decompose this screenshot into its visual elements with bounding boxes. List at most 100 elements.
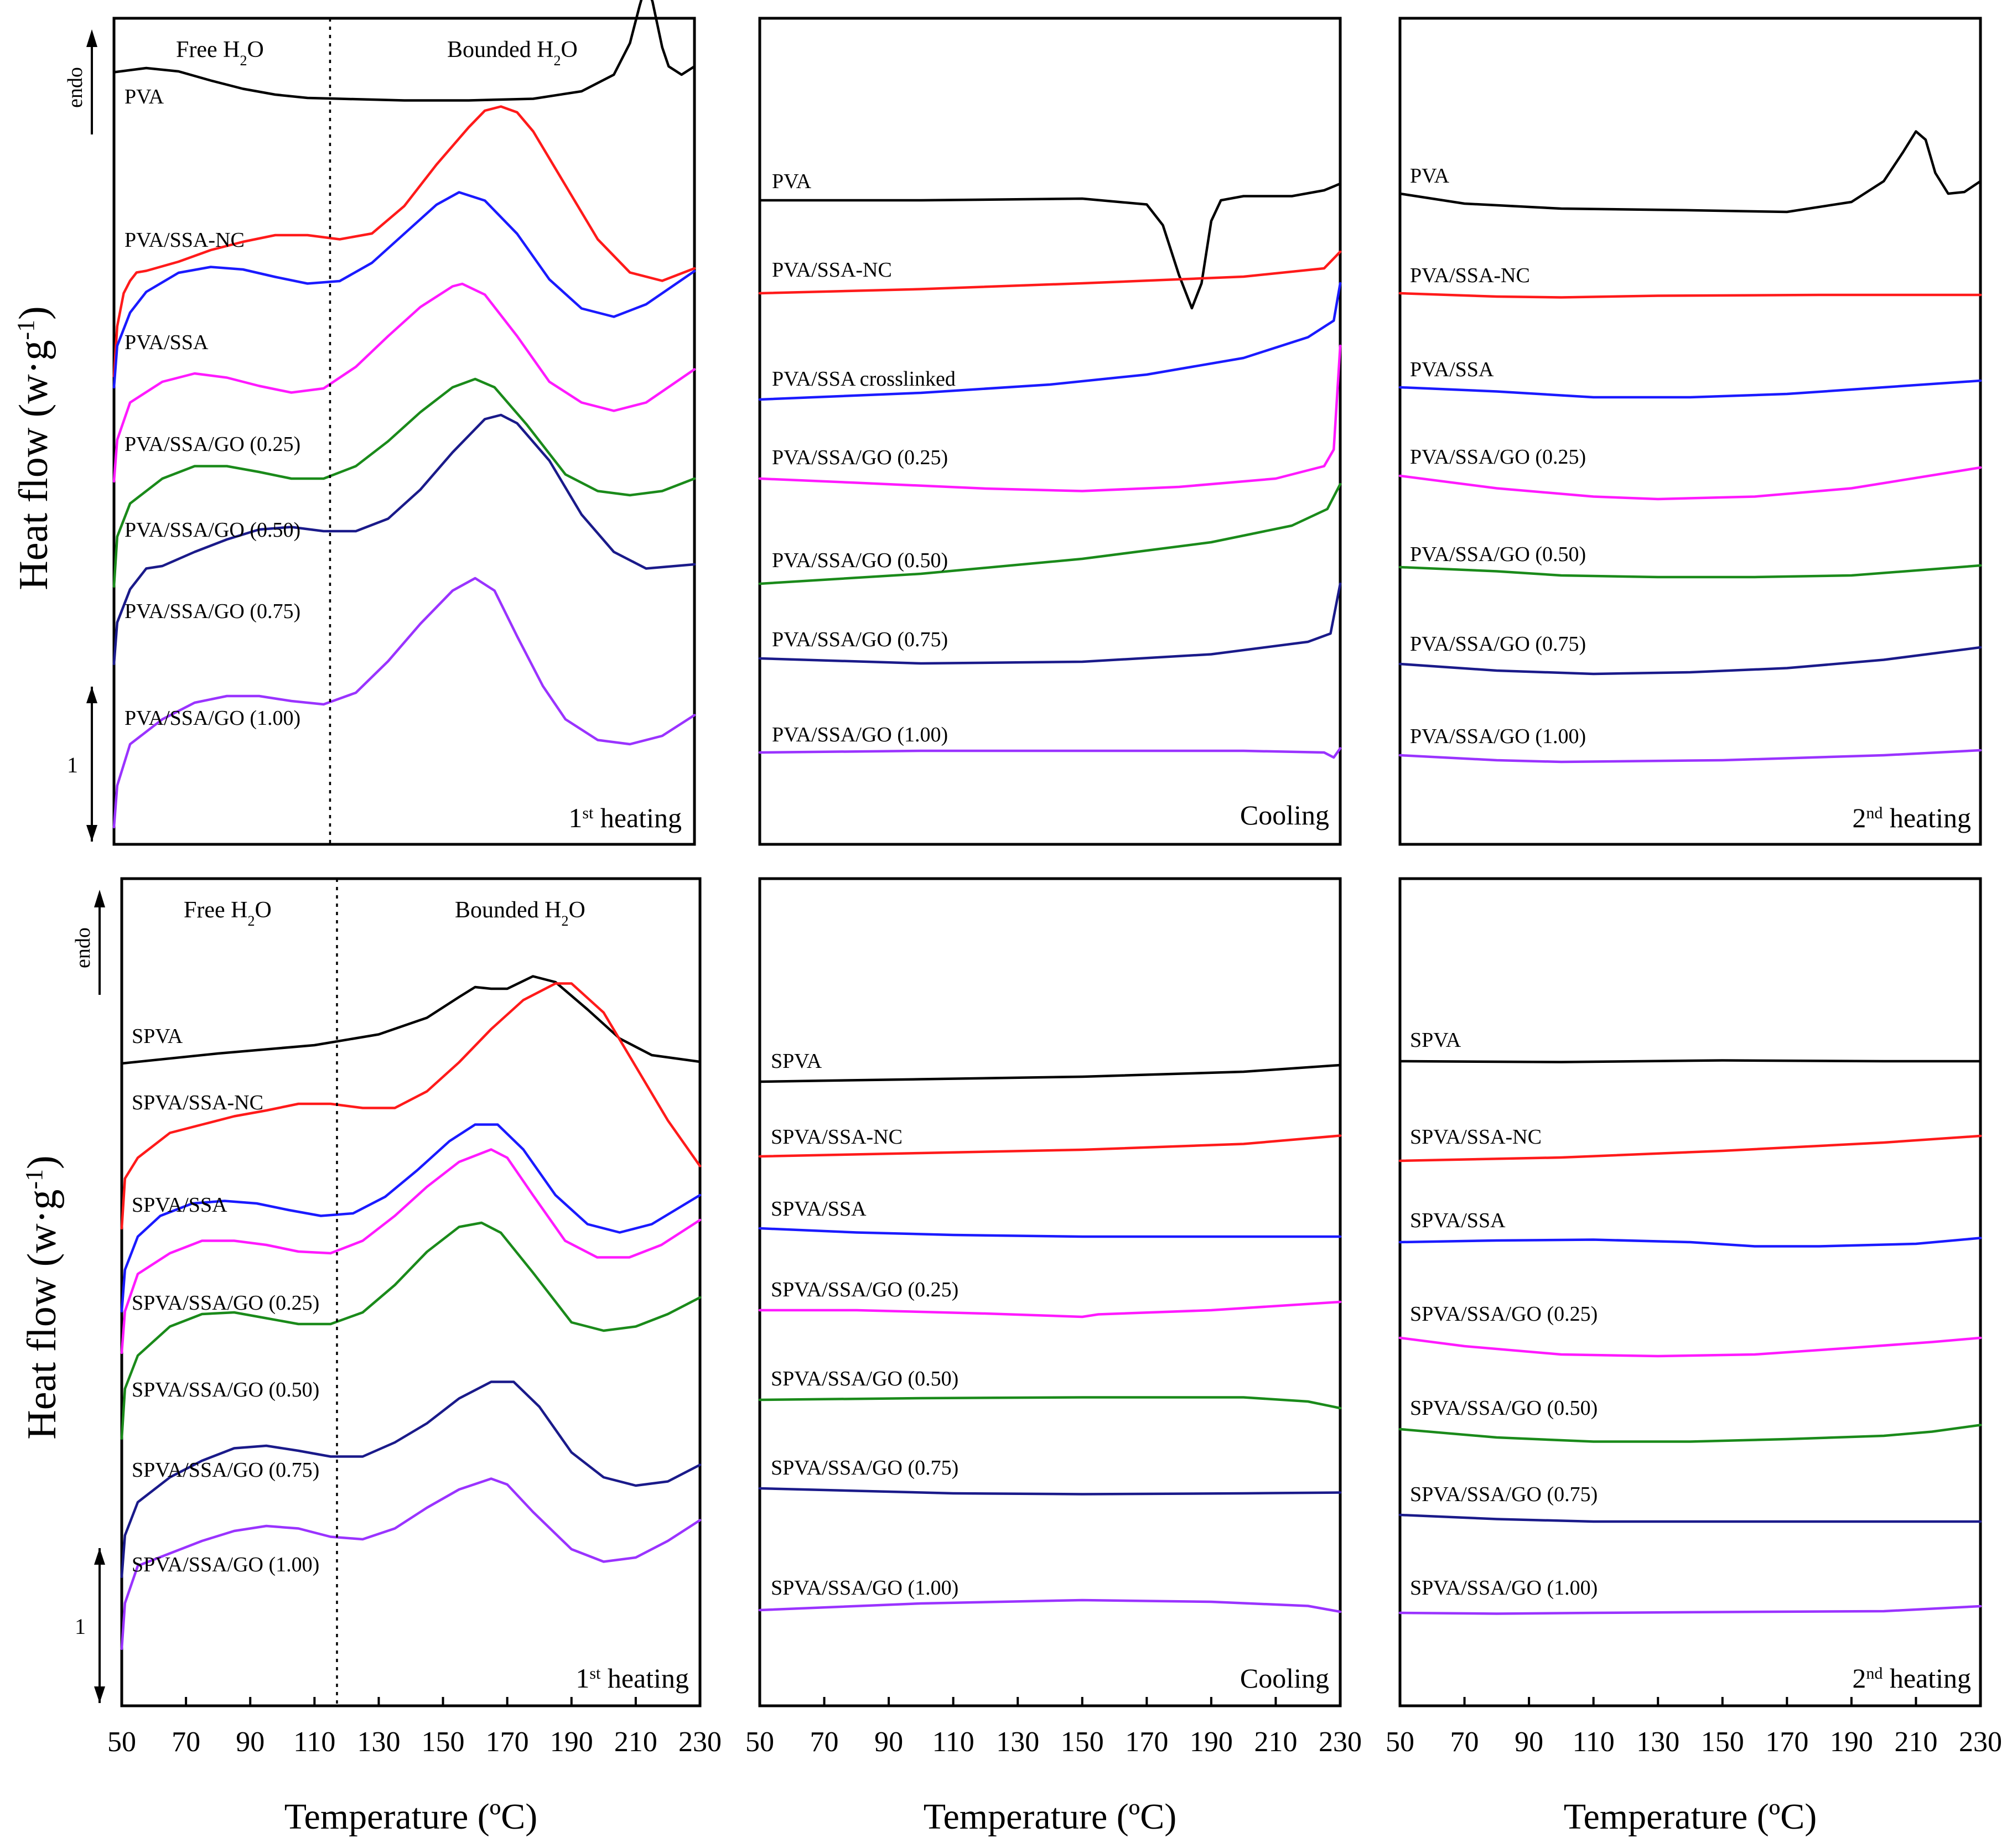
series-line: [758, 747, 1342, 759]
panel-6: SPVA SPVA/SSA-NC SPVA/SSA SPVA/SSA/GO (0.25…: [1386, 877, 2002, 1837]
series-line: [758, 1487, 1342, 1496]
series-line: [758, 1063, 1342, 1083]
series-label: SPVA/SSA/GO (0.25): [132, 1291, 319, 1315]
series-line: [112, 413, 696, 666]
condition-label: Cooling: [1240, 1663, 1329, 1694]
series-line: [1398, 564, 1982, 579]
condition-label: 1st heating: [568, 802, 682, 833]
series-line: [758, 582, 1342, 665]
x-tick-label: 150: [422, 1726, 465, 1758]
series-line: [1398, 1605, 1982, 1615]
series-line: [758, 282, 1342, 401]
series-line: [758, 344, 1342, 492]
series-line: [1398, 379, 1982, 399]
x-tick-label: 50: [1386, 1726, 1414, 1758]
x-tick-label: 90: [874, 1726, 903, 1758]
series-label: SPVA/SSA: [1410, 1209, 1506, 1232]
x-tick-label: 190: [1830, 1726, 1873, 1758]
plot-frame: [1398, 17, 1982, 846]
x-tick-label: 210: [614, 1726, 657, 1758]
series-label: SPVA/SSA: [771, 1197, 867, 1221]
x-tick-label: 110: [1573, 1726, 1615, 1758]
condition-label: 2nd heating: [1852, 1663, 1971, 1694]
condition-label: 1st heating: [575, 1663, 689, 1694]
x-tick-label: 110: [932, 1726, 974, 1758]
plot-frame: [758, 17, 1342, 846]
series-label: PVA/SSA/GO (0.25): [1410, 445, 1586, 469]
series-line: [1398, 1134, 1982, 1162]
series-line: [758, 1598, 1342, 1613]
series-label: SPVA/SSA/GO (0.25): [771, 1278, 958, 1301]
series-line: [758, 1396, 1342, 1410]
series-label: SPVA/SSA/GO (1.00): [1410, 1576, 1598, 1600]
series-label: PVA: [772, 170, 812, 193]
series-label: SPVA/SSA-NC: [132, 1091, 263, 1114]
series-label: SPVA/SSA/GO (0.25): [1410, 1302, 1598, 1326]
panel-5: SPVA SPVA/SSA-NC SPVA/SSA SPVA/SSA/GO (0.25…: [745, 877, 1362, 1837]
series-label: PVA/SSA/GO (1.00): [772, 723, 948, 746]
series-label: SPVA/SSA/GO (0.50): [771, 1367, 958, 1390]
x-tick-label: 210: [1254, 1726, 1297, 1758]
series-line: [120, 1380, 702, 1579]
endo-arrow-head: [94, 890, 105, 907]
series-label: PVA/SSA/GO (0.75): [772, 628, 948, 651]
series-line: [758, 1134, 1342, 1158]
condition-label: 2nd heating: [1852, 802, 1971, 833]
series-line: [112, 577, 696, 829]
panel-2: PVA PVA/SSA-NC PVA/SSA crosslinked PVA/SSA/…: [758, 17, 1342, 846]
series-label: PVA/SSA-NC: [125, 229, 245, 252]
series-line: [1398, 749, 1982, 764]
series-label: SPVA/SSA/GO (0.75): [771, 1456, 958, 1480]
endo-arrow-head: [86, 29, 97, 47]
series-label: PVA/SSA/GO (0.50): [1410, 543, 1586, 566]
x-tick-label: 130: [357, 1726, 400, 1758]
series-label: PVA/SSA/GO (0.75): [1410, 632, 1586, 656]
bounded-water-label: Bounded H2O: [455, 897, 585, 929]
scale-bar-head-down: [94, 1686, 105, 1703]
panel-4: SPVA SPVA/SSA-NC SPVA/SSA SPVA/SSA/GO (0.25…: [71, 877, 722, 1837]
x-axis-title: Temperature (ºC): [1564, 1797, 1817, 1837]
series-label: SPVA/SSA-NC: [771, 1125, 903, 1149]
bounded-water-label: Bounded H2O: [447, 37, 578, 69]
series-label: SPVA/SSA/GO (1.00): [132, 1553, 319, 1576]
series-label: SPVA/SSA-NC: [1410, 1125, 1542, 1149]
x-tick-label: 230: [1319, 1726, 1362, 1758]
x-tick-label: 90: [236, 1726, 265, 1758]
x-tick-label: 110: [293, 1726, 335, 1758]
x-tick-label: 170: [1125, 1726, 1168, 1758]
x-tick-label: 130: [996, 1726, 1039, 1758]
series-label: SPVA: [132, 1025, 183, 1048]
y-axis-title: Heat flow (w·g-1): [19, 1155, 65, 1439]
series-line: [1398, 292, 1982, 299]
series-label: SPVA/SSA/GO (0.75): [132, 1458, 319, 1482]
plot-frame: [120, 877, 702, 1707]
x-tick-label: 50: [107, 1726, 136, 1758]
series-line: [112, 0, 696, 102]
plot-frame: [1398, 877, 1982, 1707]
series-line: [758, 1300, 1342, 1318]
series-label: SPVA: [771, 1050, 822, 1073]
series-label: SPVA/SSA/GO (1.00): [771, 1576, 958, 1600]
scale-label: 1: [67, 752, 78, 777]
x-tick-label: 130: [1636, 1726, 1679, 1758]
series-label: PVA/SSA/GO (1.00): [125, 707, 300, 730]
x-tick-label: 230: [678, 1726, 722, 1758]
series-line: [1398, 1424, 1982, 1443]
endo-label: endo: [71, 927, 95, 968]
x-tick-label: 150: [1701, 1726, 1744, 1758]
series-line: [1398, 1237, 1982, 1248]
series-label: PVA/SSA: [125, 331, 209, 354]
scale-bar-head-up: [94, 1548, 105, 1565]
series-label: PVA/SSA crosslinked: [772, 367, 956, 391]
series-line: [1398, 646, 1982, 676]
series-line: [758, 182, 1342, 310]
series-line: [1398, 466, 1982, 501]
x-tick-label: 90: [1515, 1726, 1543, 1758]
x-tick-label: 150: [1061, 1726, 1104, 1758]
x-tick-label: 70: [810, 1726, 839, 1758]
series-label: PVA: [1410, 164, 1450, 188]
series-label: SPVA/SSA/GO (0.75): [1410, 1483, 1598, 1506]
x-tick-label: 190: [550, 1726, 593, 1758]
series-line: [758, 250, 1342, 295]
series-line: [1398, 1059, 1982, 1063]
